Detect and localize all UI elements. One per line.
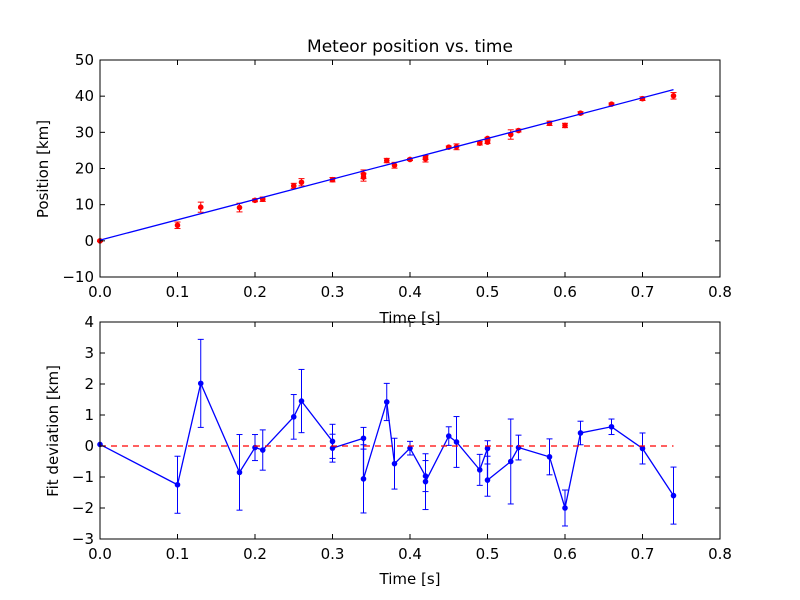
y-tick-label: 0 — [84, 437, 94, 455]
x-axis-label: Time [s] — [379, 570, 441, 588]
data-point — [608, 423, 615, 430]
y-tick-label: 3 — [84, 344, 94, 362]
data-point — [236, 469, 243, 476]
x-tick-label: 0.7 — [631, 545, 655, 563]
y-tick-label: 2 — [84, 375, 94, 393]
x-tick-label: 0.3 — [321, 283, 345, 301]
data-point — [174, 481, 181, 488]
x-tick-label: 0.4 — [398, 545, 422, 563]
x-tick-label: 0.1 — [166, 545, 190, 563]
x-tick-label: 0.6 — [553, 545, 577, 563]
data-point — [259, 447, 266, 453]
x-tick-label: 0.2 — [243, 545, 267, 563]
data-point — [298, 179, 305, 186]
y-tick-label: 1 — [84, 406, 94, 424]
y-tick-label: 50 — [75, 51, 94, 69]
data-point — [360, 476, 367, 482]
y-tick-label: −10 — [62, 268, 94, 286]
x-tick-label: 0.5 — [476, 283, 500, 301]
y-tick-label: 20 — [75, 160, 94, 178]
data-point — [197, 204, 204, 210]
data-point — [670, 492, 677, 499]
position-subplot: Meteor position vs. time Position [km] T… — [34, 37, 732, 327]
chart-title: Meteor position vs. time — [307, 37, 513, 57]
data-point — [174, 222, 181, 229]
data-point — [507, 458, 514, 465]
data-point — [453, 439, 460, 445]
y-axis-label: Fit deviation [km] — [44, 365, 62, 497]
data-point — [422, 155, 429, 162]
data-point — [290, 414, 297, 420]
x-tick-label: 0.3 — [321, 545, 345, 563]
x-tick-label: 0.2 — [243, 283, 267, 301]
y-axis-label: Position [km] — [34, 120, 52, 218]
data-point — [391, 460, 398, 467]
data-point — [422, 478, 429, 485]
data-point — [360, 174, 367, 180]
data-point — [562, 505, 568, 511]
x-tick-label: 0.7 — [631, 283, 655, 301]
data-point — [360, 435, 367, 442]
data-point — [546, 454, 553, 460]
x-tick-label: 0.5 — [476, 545, 500, 563]
y-tick-label: −3 — [72, 530, 94, 548]
data-point — [236, 204, 243, 211]
y-tick-label: 0 — [84, 232, 94, 250]
x-tick-label: 0.1 — [166, 283, 190, 301]
data-point — [476, 467, 483, 473]
data-point — [383, 399, 390, 405]
data-point — [670, 93, 677, 99]
x-tick-label: 0.8 — [708, 283, 732, 301]
y-tick-label: 4 — [84, 313, 94, 331]
x-tick-label: 0.4 — [398, 283, 422, 301]
data-point — [445, 433, 452, 439]
x-tick-label: 0.8 — [708, 545, 732, 563]
data-point — [639, 445, 646, 452]
data-point — [484, 445, 491, 452]
x-tick-label: 0.6 — [553, 283, 577, 301]
data-point — [562, 122, 568, 129]
y-tick-label: 10 — [75, 196, 94, 214]
data-point — [484, 477, 491, 483]
y-tick-label: −2 — [72, 499, 94, 517]
data-point — [298, 398, 305, 404]
y-tick-label: 40 — [75, 87, 94, 105]
x-tick-label: 0.0 — [88, 545, 112, 563]
fit-line — [99, 89, 674, 241]
data-point — [290, 183, 297, 189]
data-point — [383, 157, 390, 164]
y-tick-label: −1 — [72, 468, 94, 486]
data-point — [197, 380, 204, 387]
x-tick-label: 0.0 — [88, 283, 112, 301]
data-point — [577, 430, 584, 436]
y-tick-label: 30 — [75, 123, 94, 141]
deviation-subplot: Fit deviation [km] Time [s] 0.0 0.1 0.2 0.3… — [44, 313, 732, 588]
